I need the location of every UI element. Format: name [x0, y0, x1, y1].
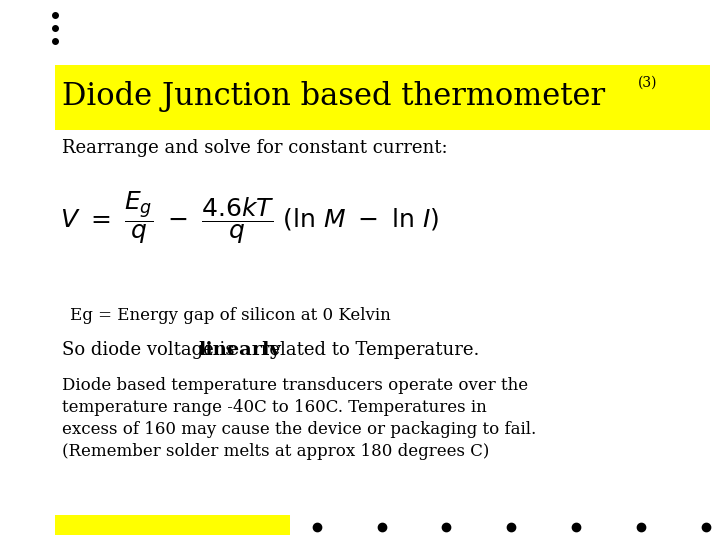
Text: $\mathit{V}\ =\ \dfrac{\mathit{E_{g}}}{\mathit{q}}\ -\ \dfrac{4.6\mathit{kT}}{\m: $\mathit{V}\ =\ \dfrac{\mathit{E_{g}}}{\… — [60, 190, 439, 246]
Text: So diode voltage is: So diode voltage is — [62, 341, 240, 359]
Text: Eg = Energy gap of silicon at 0 Kelvin: Eg = Energy gap of silicon at 0 Kelvin — [70, 307, 391, 323]
Text: related to Temperature.: related to Temperature. — [255, 341, 480, 359]
Text: (3): (3) — [638, 76, 657, 90]
Text: temperature range -40C to 160C. Temperatures in: temperature range -40C to 160C. Temperat… — [62, 399, 487, 415]
Text: Diode Junction based thermometer: Diode Junction based thermometer — [62, 82, 605, 112]
FancyBboxPatch shape — [55, 515, 290, 535]
FancyBboxPatch shape — [55, 65, 710, 130]
Text: Diode based temperature transducers operate over the: Diode based temperature transducers oper… — [62, 376, 528, 394]
Text: excess of 160 may cause the device or packaging to fail.: excess of 160 may cause the device or pa… — [62, 421, 536, 437]
Text: (Remember solder melts at approx 180 degrees C): (Remember solder melts at approx 180 deg… — [62, 442, 490, 460]
Text: Rearrange and solve for constant current:: Rearrange and solve for constant current… — [62, 139, 448, 157]
Text: linearly: linearly — [198, 341, 281, 359]
